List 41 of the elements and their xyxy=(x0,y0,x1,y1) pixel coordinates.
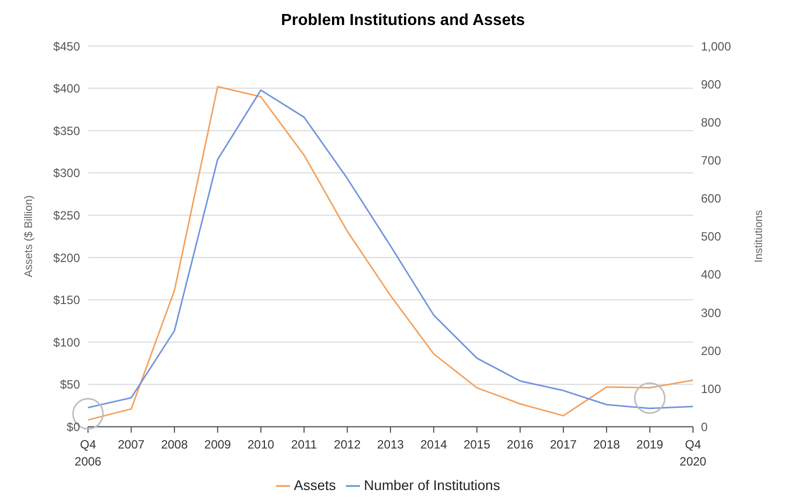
y-tick-label: $250 xyxy=(53,208,80,222)
y-tick-label: $150 xyxy=(53,293,80,308)
x-tick-label: 2013 xyxy=(377,438,404,452)
y2-tick-label: 300 xyxy=(701,306,722,320)
x-tick-label: 2010 xyxy=(248,438,275,452)
x-tick-label: 2019 xyxy=(636,438,664,452)
y2-axis-title: Institutions xyxy=(752,210,765,263)
x-tick-label: 2012 xyxy=(334,438,361,452)
y2-tick-label: 900 xyxy=(701,77,722,92)
x-tick-label: 2016 xyxy=(506,438,534,452)
x-tick-label: 2014 xyxy=(420,438,448,452)
y2-tick-label: 500 xyxy=(701,230,722,244)
y-tick-label: $200 xyxy=(53,250,80,265)
y2-tick-label: 400 xyxy=(701,268,722,282)
y-axis-title: Assets ($ Billion) xyxy=(22,195,35,278)
chart-title: Problem Institutions and Assets xyxy=(280,11,526,31)
y2-tick-label: 1,000 xyxy=(701,39,732,54)
y2-tick-label: 0 xyxy=(701,420,708,434)
y-tick-label: $0 xyxy=(66,420,80,434)
y-tick-label: $100 xyxy=(53,335,80,350)
y-tick-label: $300 xyxy=(53,166,80,180)
y-tick-label: $50 xyxy=(60,378,80,392)
x-tick-label: 2018 xyxy=(593,438,620,452)
y-tick-label: $450 xyxy=(53,39,80,54)
legend-label: Number of Institutions xyxy=(364,476,500,493)
legend-label: Assets xyxy=(294,476,336,493)
x-tick-label: Q4 2020 xyxy=(680,438,707,469)
x-tick-label: 2011 xyxy=(291,438,318,452)
x-tick-label: Q4 2006 xyxy=(74,438,102,469)
x-tick-label: 2015 xyxy=(464,438,491,452)
y-tick-label: $400 xyxy=(53,82,80,96)
x-tick-label: 2008 xyxy=(161,438,188,452)
y-tick-label: $350 xyxy=(53,124,80,138)
x-tick-label: 2007 xyxy=(118,438,145,452)
x-tick-label: 2009 xyxy=(204,438,232,452)
y2-tick-label: 800 xyxy=(701,115,722,130)
x-tick-label: 2017 xyxy=(550,438,578,452)
y2-tick-label: 600 xyxy=(701,192,722,206)
y2-tick-label: 100 xyxy=(701,382,722,396)
y2-tick-label: 200 xyxy=(701,344,722,358)
y2-tick-label: 700 xyxy=(701,153,722,168)
